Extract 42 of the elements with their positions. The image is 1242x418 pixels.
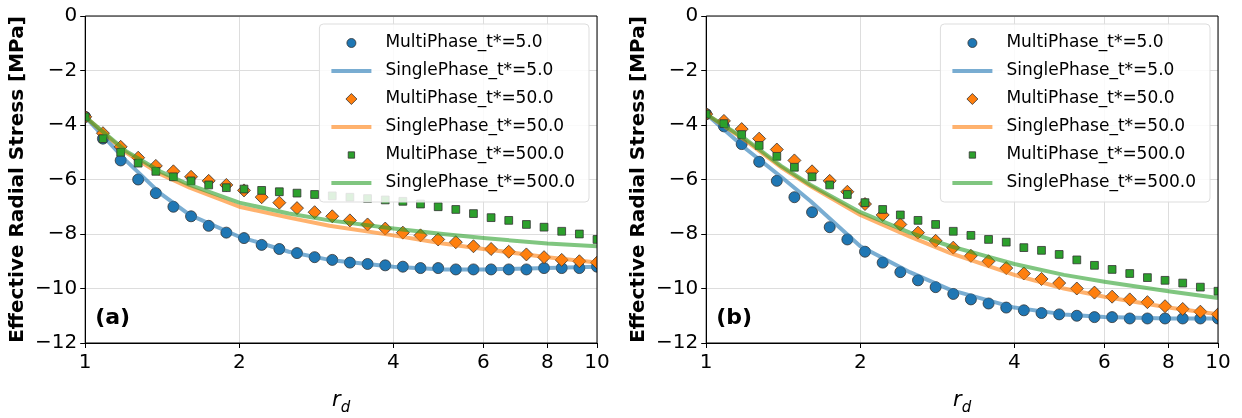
legend-label: MultiPhase_t*=500.0 xyxy=(1006,143,1186,165)
y-tick-label: −10 xyxy=(655,274,699,299)
y-tick-label: 0 xyxy=(685,2,699,27)
legend-label: SinglePhase_t*=5.0 xyxy=(1006,59,1175,81)
y-axis-title: Effective Radial Stress [MPa] xyxy=(4,16,29,343)
y-tick-label: −8 xyxy=(668,220,699,245)
y-axis-title: Effective Radial Stress [MPa] xyxy=(625,16,650,343)
x-tick-label: 8 xyxy=(1162,349,1175,374)
legend-label: MultiPhase_t*=50.0 xyxy=(1006,87,1175,109)
annotation: (a) xyxy=(95,303,131,329)
legend-label: MultiPhase_t*=50.0 xyxy=(385,87,554,109)
legend-label: SinglePhase_t*=500.0 xyxy=(385,171,576,193)
y-tick-label: −4 xyxy=(668,111,699,136)
x-tick-label: 4 xyxy=(386,349,400,374)
y-tick-label: 0 xyxy=(64,2,78,27)
x-tick-label: 10 xyxy=(1205,349,1231,374)
legend-label: SinglePhase_t*=50.0 xyxy=(385,115,565,137)
legend-label: SinglePhase_t*=5.0 xyxy=(385,59,554,81)
legend-label: SinglePhase_t*=50.0 xyxy=(1006,115,1186,137)
legend-label: MultiPhase_t*=5.0 xyxy=(385,31,543,53)
x-tick-label: 8 xyxy=(541,349,554,374)
legend-label: MultiPhase_t*=5.0 xyxy=(1006,31,1164,53)
x-tick-label: 1 xyxy=(699,349,713,374)
x-tick-label: 6 xyxy=(1098,349,1111,374)
legend-label: SinglePhase_t*=500.0 xyxy=(1006,171,1197,193)
y-tick-label: −6 xyxy=(47,165,78,190)
y-tick-label: −12 xyxy=(34,329,78,354)
x-tick-label: 6 xyxy=(477,349,490,374)
y-tick-label: −8 xyxy=(47,220,78,245)
y-tick-label: −2 xyxy=(47,56,78,81)
annotation: (b) xyxy=(716,303,753,329)
y-tick-label: −12 xyxy=(655,329,699,354)
x-tick-label: 2 xyxy=(232,349,246,374)
x-tick-label: 4 xyxy=(1007,349,1021,374)
y-tick-label: −2 xyxy=(668,56,699,81)
legend-label: MultiPhase_t*=500.0 xyxy=(385,143,565,165)
x-tick-label: 1 xyxy=(78,349,92,374)
x-tick-label: 10 xyxy=(584,349,610,374)
y-tick-label: −4 xyxy=(47,111,78,136)
x-tick-label: 2 xyxy=(853,349,867,374)
y-tick-label: −10 xyxy=(34,274,78,299)
y-tick-label: −6 xyxy=(668,165,699,190)
